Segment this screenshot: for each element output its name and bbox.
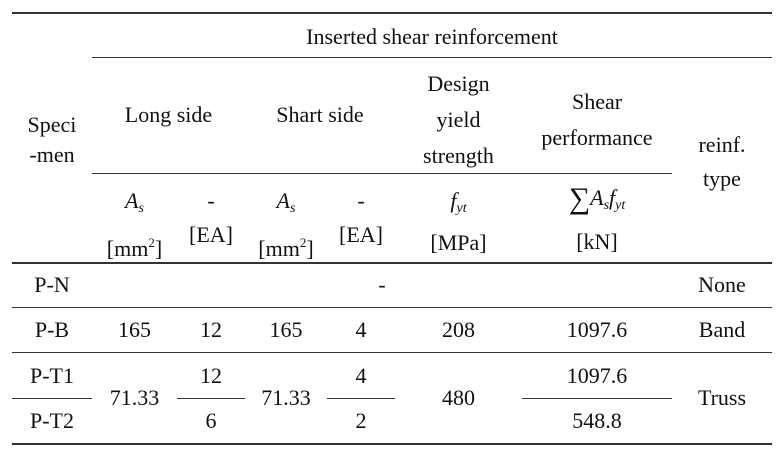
unit-short-as-symbol: As <box>276 188 296 216</box>
unit-shear: ∑Asfyt [kN] <box>522 180 672 260</box>
row-rule-pn <box>12 307 772 308</box>
table-bottom-rule <box>12 443 772 445</box>
group-header-title: Inserted shear reinforcement <box>306 24 558 49</box>
unit-fyt-symbol: fyt <box>450 188 467 216</box>
header-design-yield-strength: Design yield strength <box>395 66 522 174</box>
split-rule-shear <box>522 398 672 399</box>
pb-type: Band <box>698 317 746 342</box>
split-rule-long-ea <box>177 398 245 399</box>
pn-specimen: P-N <box>34 272 70 297</box>
split-rule-short-ea <box>327 398 395 399</box>
header-shear-performance: Shear performance <box>522 84 672 156</box>
pt-type: Truss <box>697 385 747 410</box>
header-specimen-line2: -men <box>29 142 75 167</box>
header-design-line3: strength <box>423 143 494 168</box>
subheader-rule <box>92 173 672 174</box>
unit-short-as: As [mm2] <box>245 184 327 266</box>
unit-short-ea: - [EA] <box>327 184 395 252</box>
table-top-rule <box>12 12 772 14</box>
pn-middle-dash: - <box>378 272 386 297</box>
pt1-specimen: P-T1 <box>30 363 74 388</box>
unit-short-ea-dash: - <box>357 188 365 213</box>
header-shear-line1: Shear <box>571 89 623 114</box>
unit-long-as: As [mm2] <box>92 184 177 266</box>
pt-long-as: 71.33 <box>109 385 160 410</box>
header-design-line1: Design <box>427 71 490 96</box>
unit-short-as-mm: [mm2] <box>258 235 314 261</box>
header-reinf-line2: type <box>703 166 741 191</box>
header-long-side: Long side <box>124 102 213 127</box>
pb-long-ea: 12 <box>200 317 222 342</box>
unit-long-as-symbol: As <box>125 188 144 216</box>
pt-fyt: 480 <box>442 385 475 410</box>
pb-shear: 1097.6 <box>566 317 628 342</box>
pt2-short-ea: 2 <box>355 408 367 433</box>
pb-short-ea: 4 <box>355 317 367 342</box>
pt2-shear: 548.8 <box>572 408 622 433</box>
unit-long-ea-dash: - <box>207 188 215 213</box>
pt-short-as: 71.33 <box>261 385 311 410</box>
unit-long-as-mm: [mm2] <box>106 235 163 261</box>
pt1-short-ea: 4 <box>355 363 367 388</box>
pt2-long-ea: 6 <box>205 408 217 433</box>
header-specimen: Speci -men <box>12 110 92 170</box>
pb-fyt: 208 <box>442 317 475 342</box>
header-bottom-rule <box>12 262 772 264</box>
pb-short-as: 165 <box>269 317 303 342</box>
group-header-rule <box>92 57 772 58</box>
header-reinf-type: reinf. type <box>672 128 772 196</box>
row-rule-pb <box>12 352 772 353</box>
unit-long-ea-label: [EA] <box>189 222 233 247</box>
unit-short-ea-label: [EA] <box>339 222 383 247</box>
split-rule-specimen <box>12 398 92 399</box>
unit-shear-kn: [kN] <box>576 229 618 254</box>
unit-long-ea: - [EA] <box>177 184 245 252</box>
pn-type: None <box>698 272 746 297</box>
pb-specimen: P-B <box>34 317 70 342</box>
header-specimen-line1: Speci <box>27 112 77 137</box>
pt1-shear: 1097.6 <box>566 363 628 388</box>
pt2-specimen: P-T2 <box>30 408 74 433</box>
pt1-long-ea: 12 <box>200 363 222 388</box>
header-short-side: Shart side <box>276 102 364 127</box>
unit-shear-formula: ∑Asfyt <box>568 182 626 215</box>
header-shear-line2: performance <box>541 125 653 150</box>
unit-fyt-mpa: [MPa] <box>430 230 487 255</box>
header-design-line2: yield <box>436 107 481 132</box>
header-reinf-line1: reinf. <box>698 132 746 157</box>
pb-long-as: 165 <box>118 317 151 342</box>
unit-fyt: fyt [MPa] <box>395 184 522 260</box>
